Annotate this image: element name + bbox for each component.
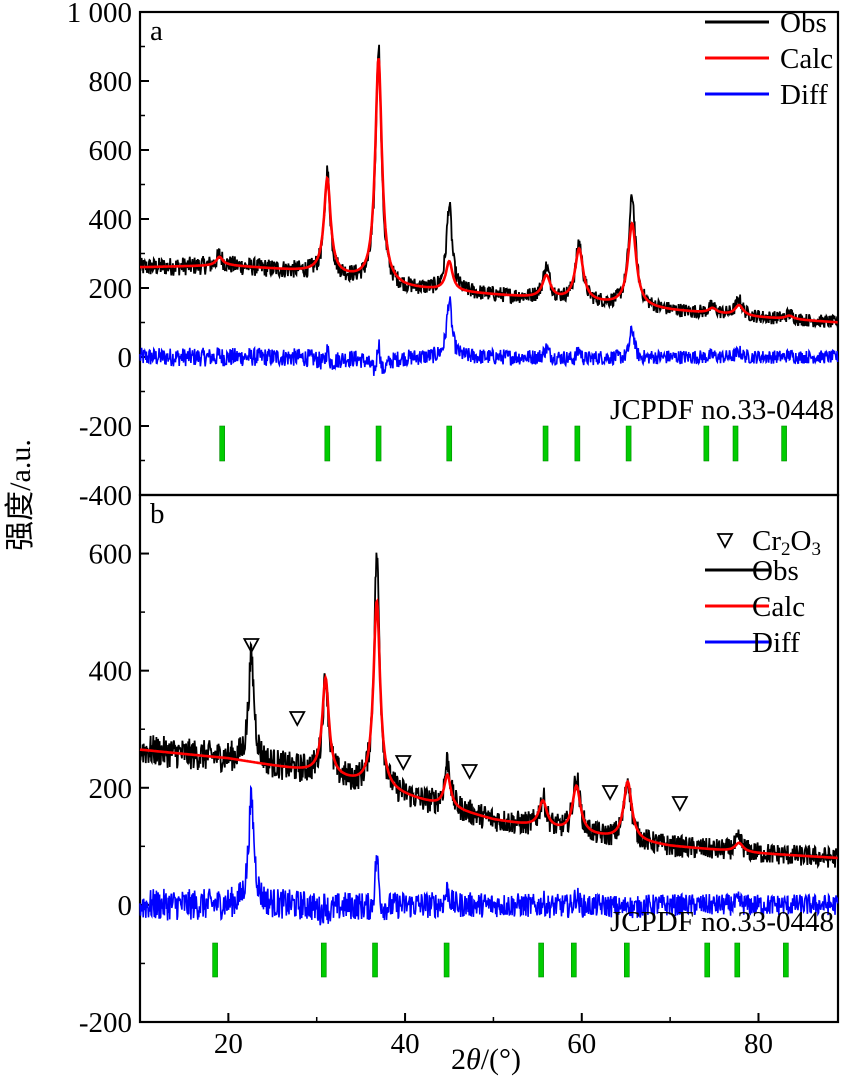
reference-peak-bar — [375, 425, 382, 462]
y-tick-label: 0 — [118, 342, 133, 374]
panel-a: -400 -200 0 200 400 600 800 1 000 a JCPDF no.33-0… — [67, 0, 840, 512]
reference-peak-bar — [734, 942, 741, 978]
cr2o3-marker — [288, 711, 306, 727]
obs-series-line — [139, 44, 839, 329]
plot-area — [139, 552, 839, 926]
reference-peak-bar — [571, 942, 577, 978]
y-tick-label: 1 000 — [67, 0, 132, 29]
reference-peak-bar — [324, 425, 331, 462]
reference-peak-bar — [372, 942, 378, 978]
x-tick-label: 40 — [391, 1028, 420, 1060]
y-tick-label: -200 — [79, 411, 132, 443]
reference-peak-bar — [704, 942, 711, 978]
calc-series-line — [140, 58, 838, 324]
y-tick-label: 200 — [89, 273, 133, 305]
plot-area — [139, 44, 839, 376]
cr2o3-marker — [394, 755, 412, 771]
reference-peak-bar — [443, 942, 450, 978]
reference-peak-bar — [538, 942, 544, 978]
x-axis-label: 2θ/(°) — [451, 1043, 521, 1076]
panel-label: b — [150, 498, 165, 530]
y-tick-label: 400 — [89, 204, 133, 236]
reference-label: JCPDF no.33-0448 — [610, 906, 834, 938]
cr2o3-marker — [461, 764, 479, 780]
cr2o3-marker — [671, 796, 689, 812]
reference-peak-bar — [625, 425, 632, 462]
y-tick-label: 200 — [89, 773, 133, 805]
y-tick-label: 600 — [89, 135, 133, 167]
y-tick-label: 600 — [89, 539, 133, 571]
y-axis-label: 强度/a.u. — [4, 439, 37, 551]
reference-peak-bar — [212, 942, 218, 978]
x-tick-label: 80 — [744, 1028, 773, 1060]
legend-label-calc: Calc — [752, 591, 805, 623]
y-tick-label: -400 — [79, 480, 132, 512]
cr2o3-legend-label: Cr2O3 — [752, 525, 821, 560]
panel-frame — [138, 493, 840, 1024]
panel-b: -200 0 200 400 600 20 40 60 80 b JCPDF no.33-0448 C… — [79, 493, 840, 1060]
reference-peak-bar — [783, 942, 789, 978]
reference-peak-bar — [703, 425, 710, 462]
y-tick-label: 0 — [118, 890, 133, 922]
diff-series-line — [139, 296, 839, 376]
legend-label-diff: Diff — [780, 79, 828, 111]
obs-series-line — [139, 552, 839, 870]
reference-peak-bar — [624, 942, 630, 978]
calc-series-line — [139, 597, 838, 860]
legend-label-obs: Obs — [780, 7, 827, 39]
reference-peak-bar — [542, 425, 549, 462]
reference-label: JCPDF no.33-0448 — [610, 394, 834, 426]
reference-peak-bar — [219, 425, 225, 462]
reference-peak-bar — [574, 425, 581, 462]
cr2o3-marker — [601, 785, 619, 801]
cr2o3-marker — [242, 638, 260, 654]
reference-peak-bar — [320, 942, 327, 978]
y-tick-label: 400 — [89, 656, 133, 688]
y-tick-label: 800 — [89, 66, 133, 98]
y-tick-label: -200 — [79, 1007, 132, 1039]
diff-series-line — [139, 784, 839, 926]
panel-label: a — [150, 15, 163, 47]
reference-peak-bar — [446, 425, 453, 462]
x-tick-label: 60 — [567, 1028, 596, 1060]
legend-label-calc: Calc — [780, 43, 833, 75]
legend-label-obs: Obs — [752, 555, 799, 587]
cr2o3-legend-marker — [716, 533, 734, 549]
legend: Obs Calc Diff — [705, 7, 833, 111]
x-tick-label: 20 — [214, 1028, 243, 1060]
legend-label-diff: Diff — [752, 627, 800, 659]
reference-peak-bar — [781, 425, 787, 462]
reference-peak-bar — [732, 425, 739, 462]
